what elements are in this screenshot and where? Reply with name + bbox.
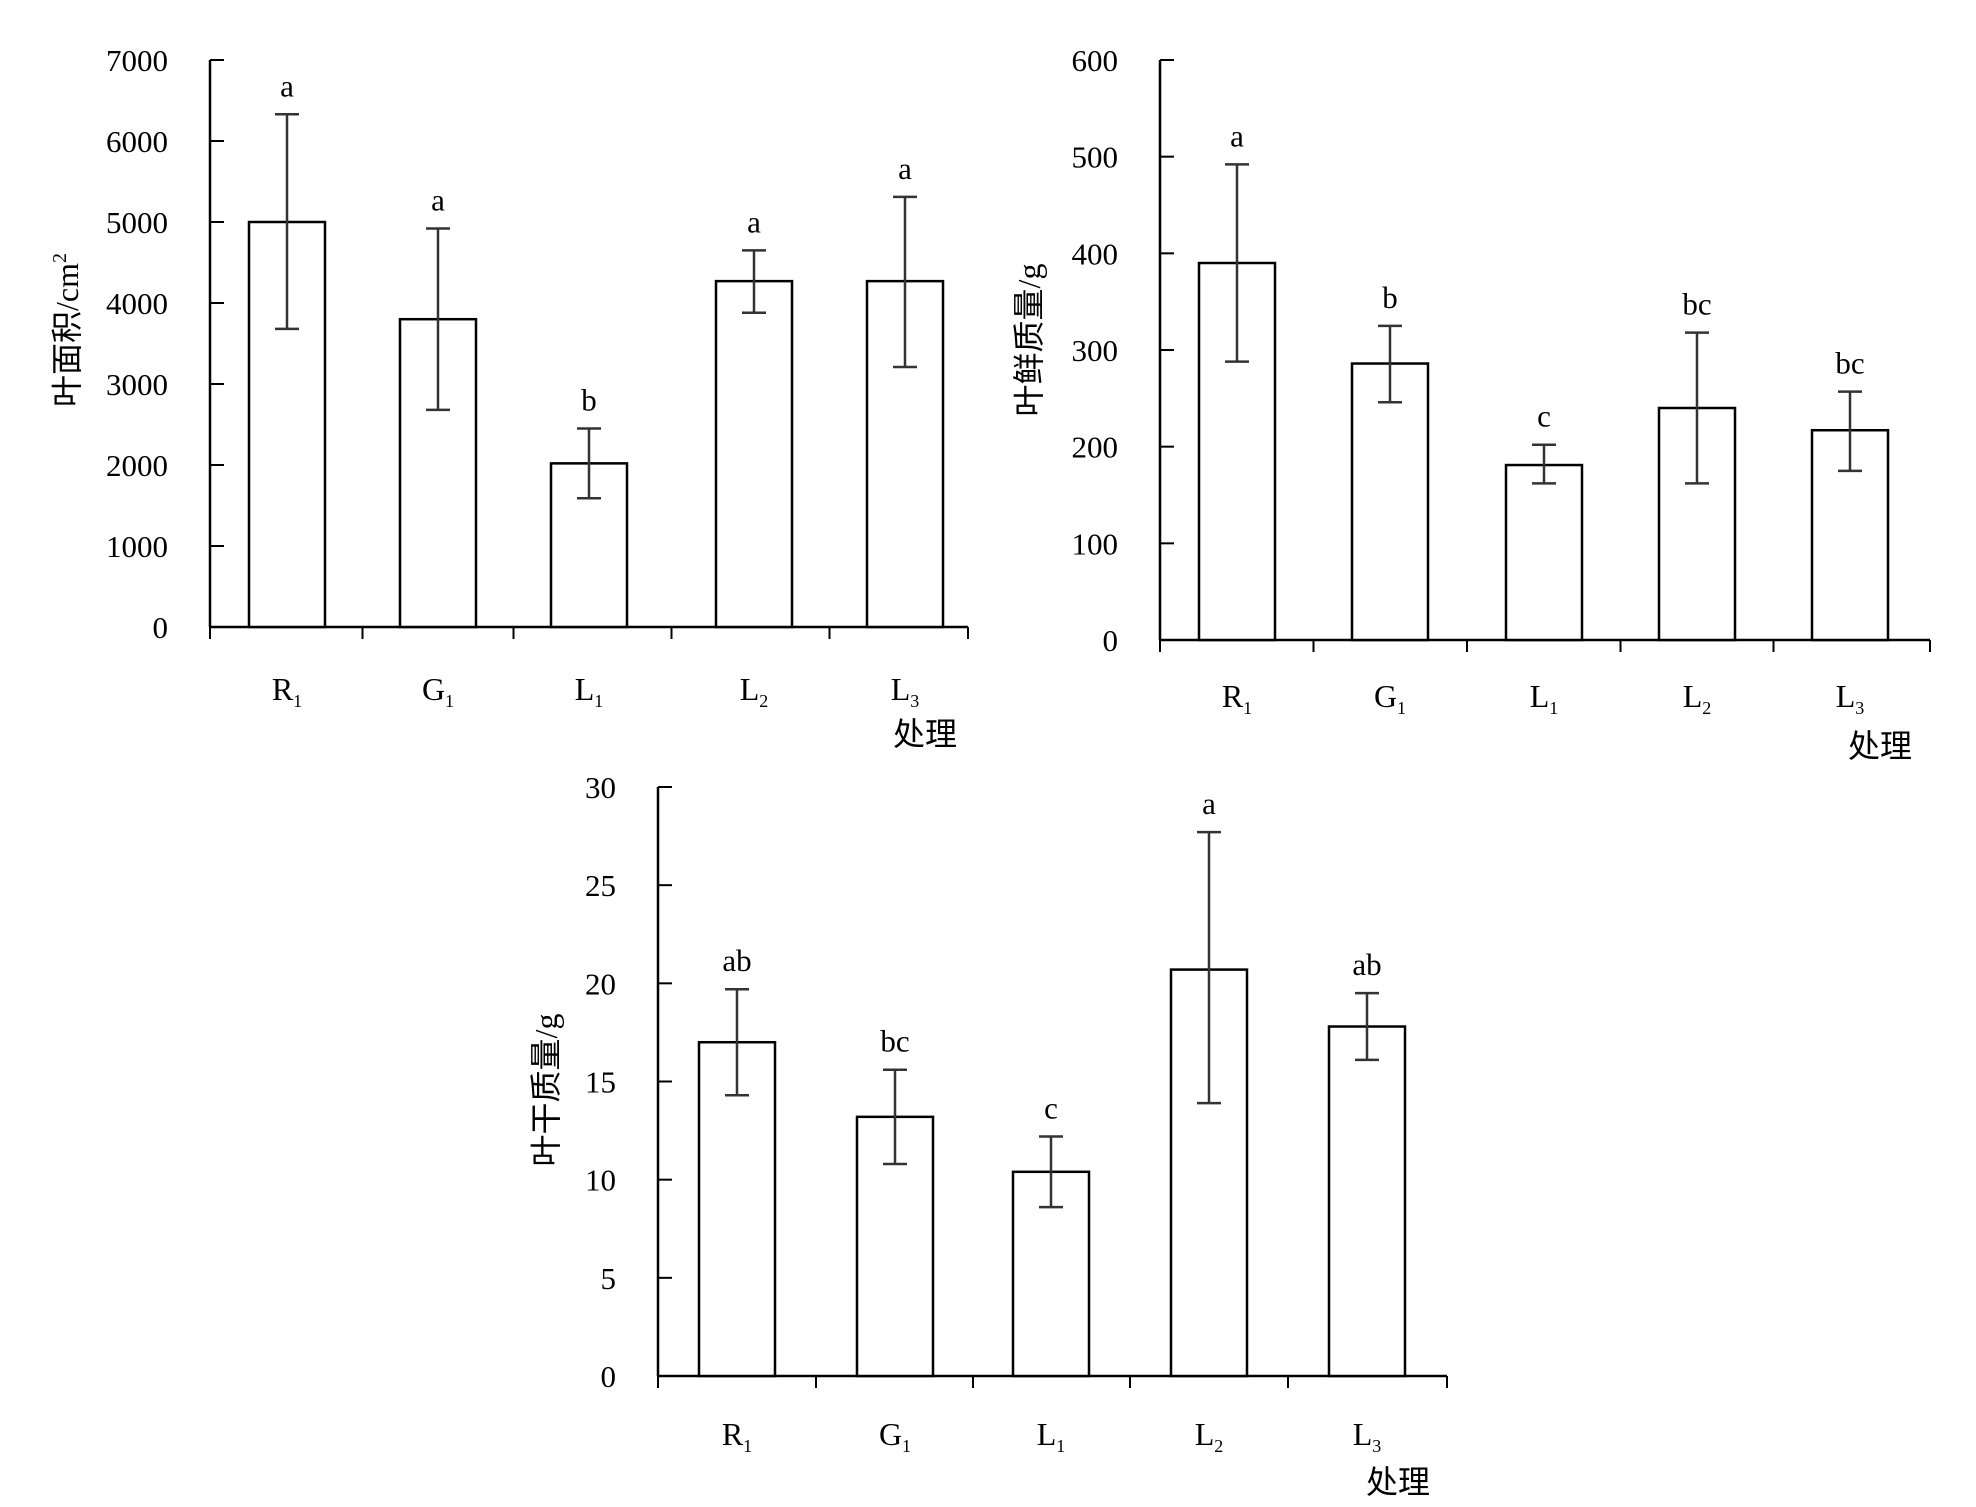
significance-letter: bc	[880, 1024, 909, 1059]
bar	[1327, 1025, 1407, 1378]
y-tick-label: 200	[1072, 430, 1119, 465]
significance-letter: a	[1230, 118, 1244, 153]
y-tick-label: 25	[585, 868, 616, 903]
y-tick-label: 15	[585, 1065, 616, 1100]
y-tick-label: 600	[1072, 43, 1119, 78]
chart-1: 0 1000 2000 3000 4000 5000 6000 7000 a R1 a G1 b L1 a L…	[49, 43, 969, 752]
bar	[247, 220, 327, 629]
significance-letter: b	[581, 383, 597, 418]
significance-letter: a	[1202, 786, 1216, 821]
y-axis-title: 叶面积/cm2	[49, 253, 85, 407]
category-label: R1	[722, 1416, 752, 1456]
y-tick-label: 30	[585, 770, 616, 805]
bar	[714, 279, 794, 629]
category-label: L1	[1037, 1416, 1066, 1456]
category-label: G1	[879, 1416, 911, 1456]
significance-letter: ab	[722, 943, 751, 978]
chart-2: 0 100 200 300 400 500 600 a R1 b G1 c L1 bc L2 bc L3 处理 叶鲜…	[1011, 43, 1931, 764]
bar	[1504, 463, 1584, 642]
category-label: L3	[891, 671, 920, 711]
y-tick-label: 2000	[106, 448, 168, 483]
significance-letter: ab	[1352, 947, 1381, 982]
y-tick-label: 10	[585, 1163, 616, 1198]
category-label: G1	[1374, 678, 1406, 718]
significance-letter: a	[747, 204, 761, 239]
y-tick-label: 3000	[106, 367, 168, 402]
significance-letter: b	[1382, 280, 1398, 315]
x-axis-title: 处理	[893, 716, 957, 752]
y-tick-label: 300	[1072, 333, 1119, 368]
y-axis-title: 叶干质量/g	[528, 1014, 564, 1167]
y-tick-label: 1000	[106, 529, 168, 564]
y-tick-label: 0	[601, 1359, 617, 1394]
significance-letter: c	[1044, 1090, 1058, 1125]
category-label: L2	[1683, 678, 1712, 718]
x-axis-title: 处理	[1366, 1464, 1430, 1500]
significance-letter: a	[431, 182, 445, 217]
significance-letter: bc	[1682, 287, 1711, 322]
y-tick-label: 5000	[106, 205, 168, 240]
bar	[1350, 362, 1430, 642]
category-label: L2	[1195, 1416, 1224, 1456]
category-label: L1	[575, 671, 604, 711]
y-tick-label: 6000	[106, 124, 168, 159]
significance-letter: a	[898, 151, 912, 186]
category-label: R1	[272, 671, 302, 711]
significance-letter: bc	[1835, 346, 1864, 381]
chart-3: 0 5 10 15 20 25 30 ab R1 bc G1 c L1 a L2 ab L3 处理 叶干质量/g	[528, 770, 1448, 1500]
y-tick-label: 400	[1072, 236, 1119, 271]
bar	[697, 1040, 777, 1378]
category-label: R1	[1222, 678, 1252, 718]
bar	[549, 462, 629, 629]
y-tick-label: 500	[1072, 140, 1119, 175]
y-tick-label: 0	[1103, 623, 1119, 658]
category-label: G1	[422, 671, 454, 711]
y-tick-label: 7000	[106, 43, 168, 78]
category-label: L1	[1530, 678, 1559, 718]
significance-letter: c	[1537, 399, 1551, 434]
y-tick-label: 20	[585, 966, 616, 1001]
category-label: L3	[1353, 1416, 1382, 1456]
y-axis-title: 叶鲜质量/g	[1011, 264, 1047, 417]
category-label: L3	[1836, 678, 1865, 718]
x-axis-title: 处理	[1848, 728, 1912, 764]
y-tick-label: 100	[1072, 526, 1119, 561]
category-label: L2	[740, 671, 769, 711]
y-tick-label: 0	[153, 610, 169, 645]
y-tick-label: 5	[601, 1261, 617, 1296]
y-tick-label: 4000	[106, 286, 168, 321]
significance-letter: a	[280, 68, 294, 103]
